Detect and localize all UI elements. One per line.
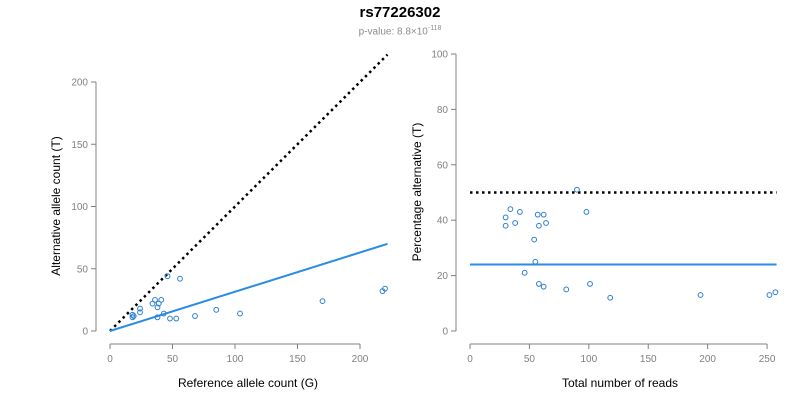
data-point — [164, 273, 171, 280]
y-tick-label: 0 — [82, 327, 88, 338]
data-point — [129, 311, 136, 318]
x-tick-label: 150 — [640, 354, 657, 365]
data-point — [154, 314, 161, 321]
data-point — [129, 314, 136, 321]
x-tick-label: 50 — [167, 354, 179, 365]
y-axis-title: Alternative allele count (T) — [49, 136, 63, 275]
y-tick-label: 40 — [437, 216, 449, 227]
data-point — [532, 258, 539, 265]
data-point — [531, 236, 538, 243]
data-point — [502, 214, 509, 221]
data-point — [160, 310, 167, 317]
y-tick-label: 50 — [77, 264, 89, 275]
data-point — [543, 220, 549, 226]
data-point — [772, 289, 779, 296]
data-point — [766, 292, 773, 298]
y-tick-label: 100 — [71, 202, 88, 213]
y-tick-label: 0 — [442, 327, 448, 338]
x-tick-label: 100 — [227, 354, 244, 365]
x-tick-label: 200 — [352, 354, 369, 365]
data-point — [536, 222, 542, 229]
data-point — [173, 315, 180, 322]
y-tick-label: 60 — [437, 160, 449, 171]
data-point — [517, 208, 523, 215]
data-point — [237, 310, 243, 317]
data-point — [507, 206, 514, 213]
chart-title: rs77226302 — [359, 4, 441, 21]
chart-subtitle: p-value: 8.8×10-118 — [0, 25, 800, 37]
x-tick-label: 150 — [289, 354, 306, 365]
reference-dotted-line — [109, 53, 389, 332]
x-axis-title: Reference allele count (G) — [178, 376, 318, 390]
data-point — [382, 285, 388, 292]
data-point — [137, 305, 143, 312]
allele-count-plot: 0 50 100 150 200 0 50 100 150 200 Reference allele… — [49, 53, 389, 390]
data-point — [540, 283, 547, 290]
x-tick-label: 250 — [759, 354, 776, 365]
y-axis-title: Percentage alternative (T) — [410, 123, 424, 262]
p-value-text: p-value: 8.8×10 — [358, 26, 428, 38]
y-tick-label: 100 — [431, 50, 448, 61]
x-axis-title: Total number of reads — [562, 376, 678, 390]
x-tick-label: 0 — [467, 354, 473, 365]
data-point — [154, 304, 161, 311]
data-point — [502, 222, 509, 229]
data-point — [130, 313, 137, 319]
data-point — [540, 211, 547, 218]
data-point — [583, 208, 590, 215]
x-tick-label: 200 — [699, 354, 716, 365]
data-point — [192, 313, 198, 319]
data-point — [137, 309, 143, 316]
y-tick-label: 200 — [71, 78, 88, 89]
x-tick-label: 0 — [107, 354, 113, 365]
data-point — [512, 220, 519, 226]
data-point — [177, 275, 183, 282]
data-point — [536, 281, 542, 287]
data-point — [574, 186, 580, 193]
data-point — [607, 294, 614, 301]
data-point — [152, 296, 158, 303]
y-tick-label: 20 — [437, 271, 449, 282]
data-point — [521, 269, 528, 276]
data-point — [213, 306, 220, 313]
fitted-line — [109, 242, 388, 332]
y-tick-label: 80 — [437, 105, 449, 116]
data-point — [319, 298, 326, 305]
data-point — [158, 296, 165, 303]
percentage-alternative-plot: 0 50 100 150 200 250 0 20 40 60 80 100 Total number … — [410, 50, 779, 390]
x-tick-label: 100 — [580, 354, 597, 365]
data-point — [534, 211, 541, 218]
data-point — [563, 286, 570, 293]
data-point — [167, 315, 173, 322]
data-point — [697, 292, 704, 298]
p-value-exponent: -118 — [427, 25, 442, 32]
x-tick-label: 50 — [524, 354, 536, 365]
y-tick-label: 150 — [71, 140, 88, 151]
data-point — [587, 281, 593, 287]
